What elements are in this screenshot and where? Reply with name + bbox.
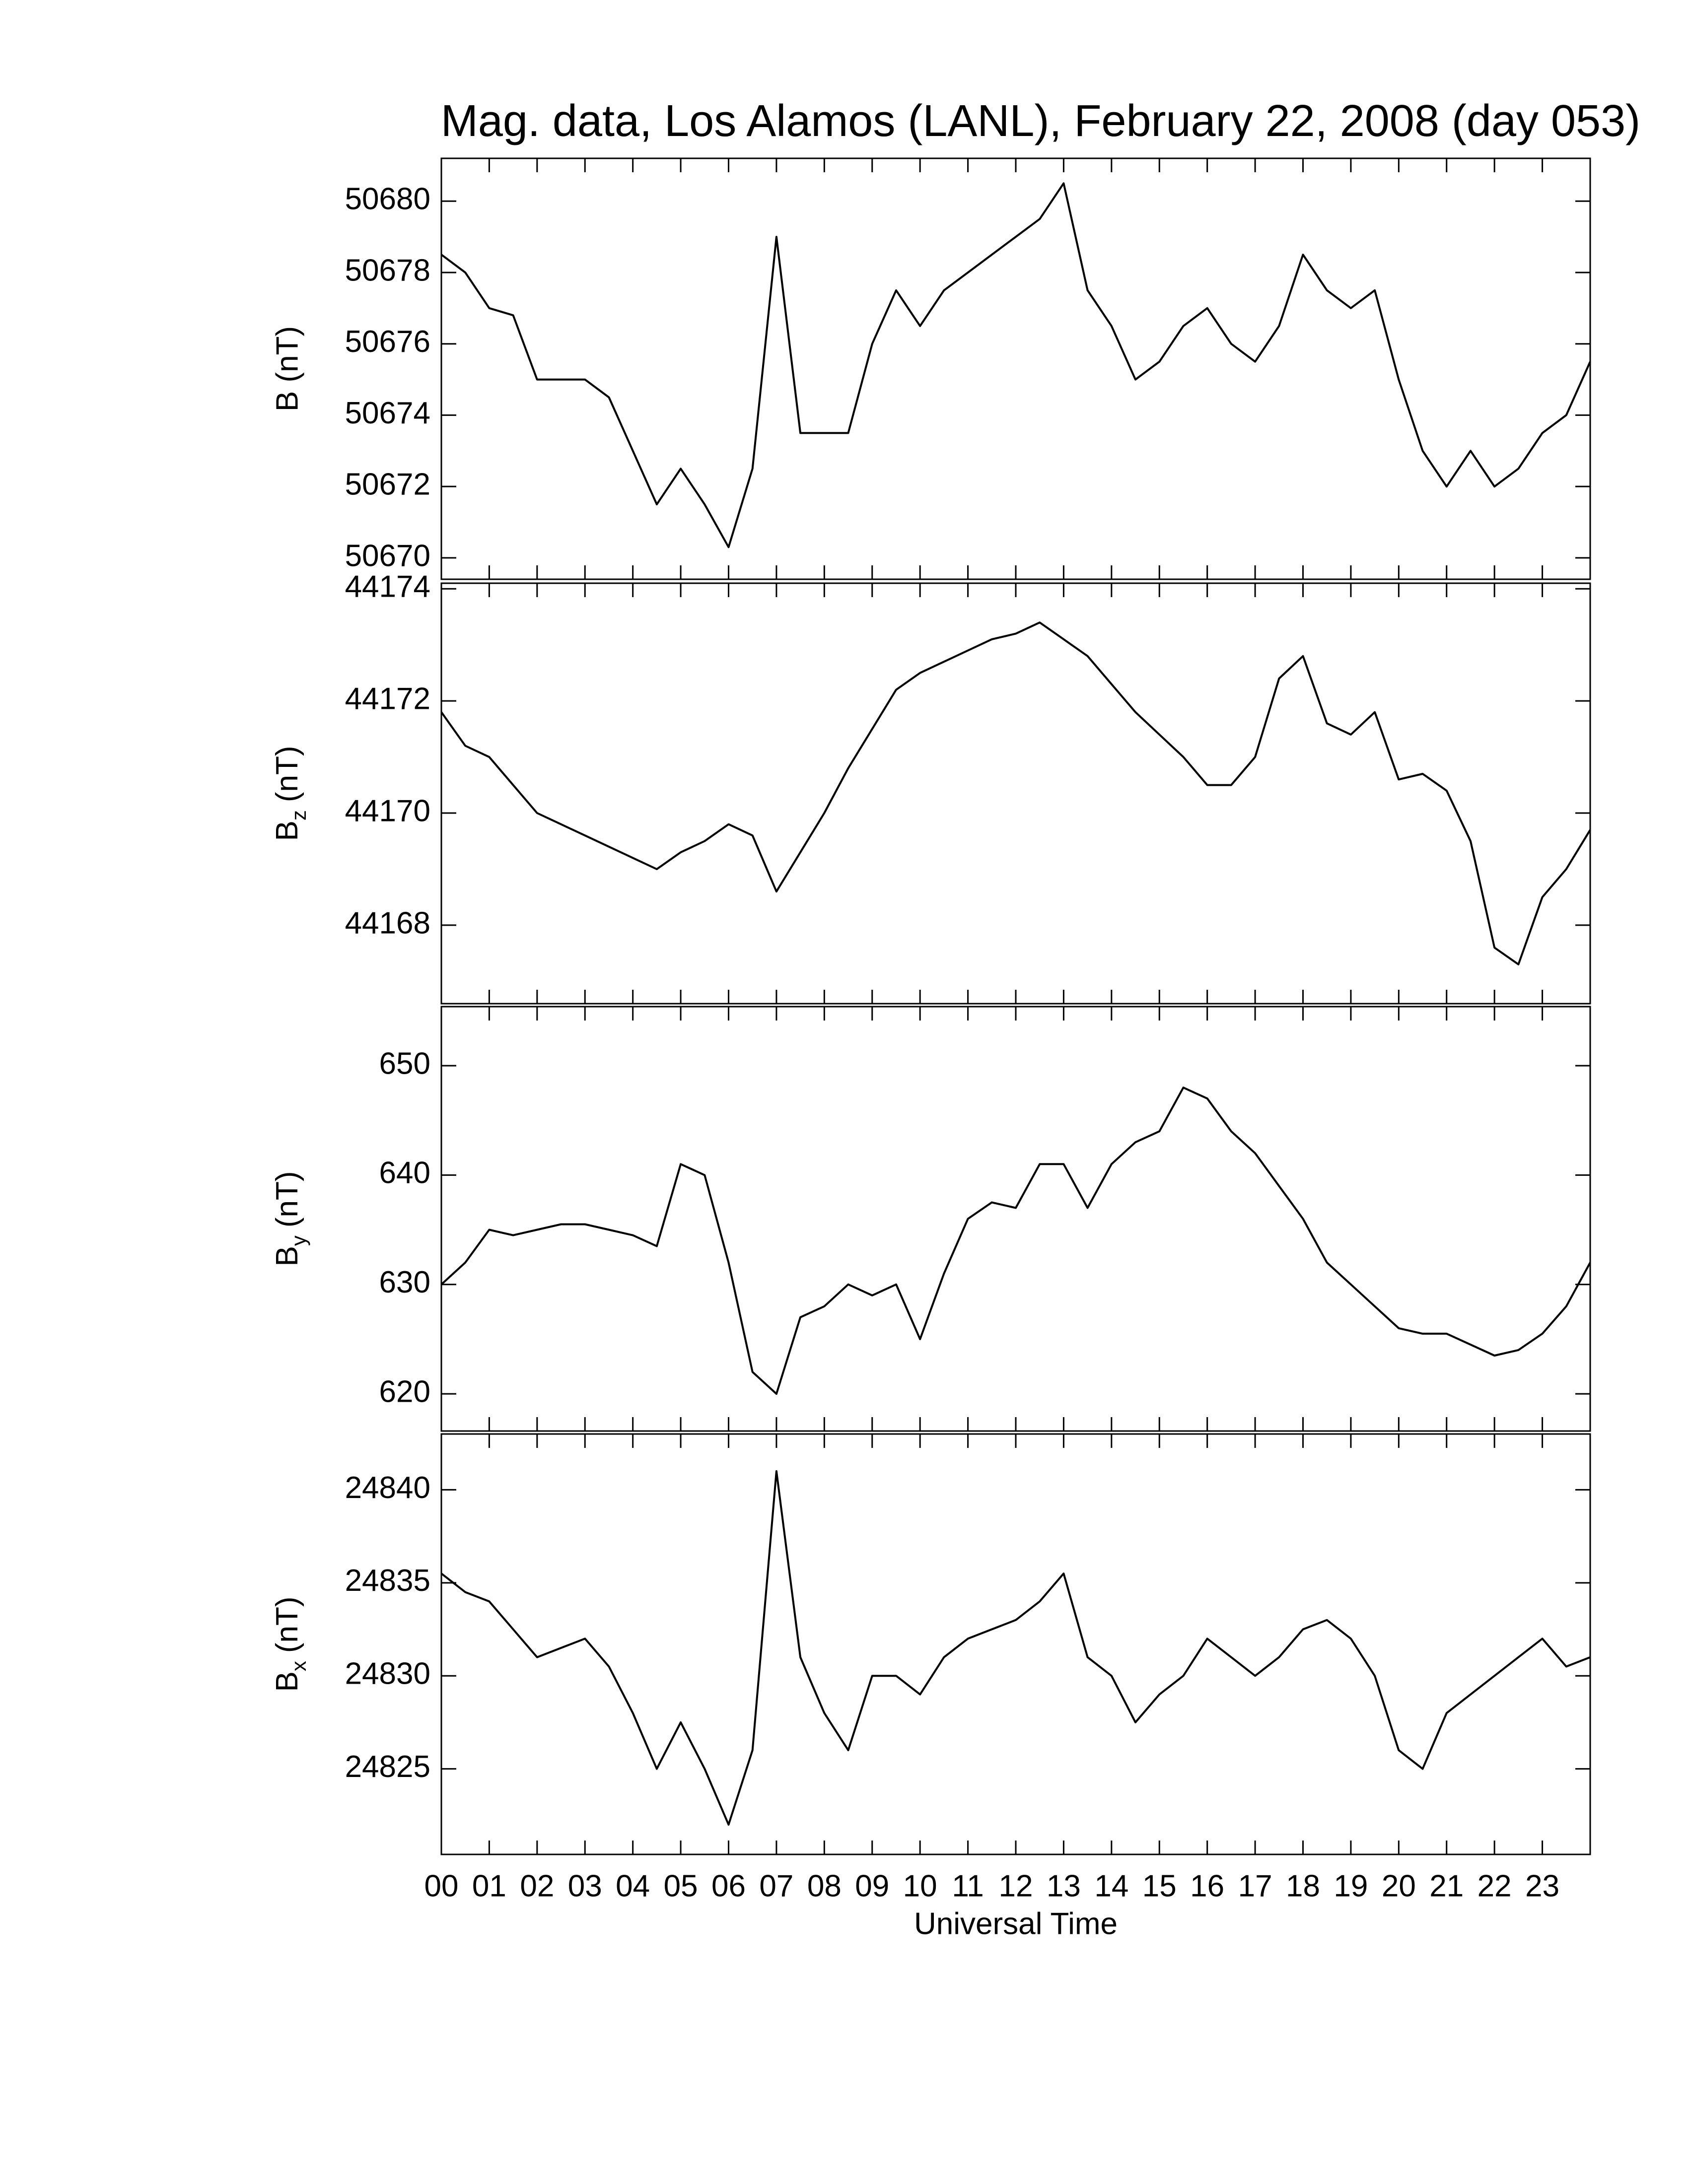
y-axis-label: Bz (nT) xyxy=(270,746,310,841)
x-tick-label: 09 xyxy=(855,1869,889,1903)
x-tick-label: 23 xyxy=(1525,1869,1559,1903)
x-tick-label: 11 xyxy=(952,1869,984,1903)
y-label-base: B xyxy=(270,820,304,841)
x-tick-label: 13 xyxy=(1047,1869,1081,1903)
x-tick-label: 16 xyxy=(1190,1869,1224,1903)
y-tick-label: 44174 xyxy=(345,570,430,604)
x-axis-label: Universal Time xyxy=(914,1907,1118,1941)
y-tick-label: 24830 xyxy=(345,1657,430,1691)
y-axis-label: B (nT) xyxy=(270,326,304,411)
plot-frame xyxy=(440,1006,1591,1432)
plot-frame xyxy=(440,582,1591,1005)
x-tick-label: 17 xyxy=(1238,1869,1272,1903)
y-tick-label: 640 xyxy=(379,1156,430,1190)
y-axis-label: By (nT) xyxy=(270,1171,310,1266)
x-tick-label: 21 xyxy=(1429,1869,1464,1903)
y-label-base: B xyxy=(270,1671,304,1692)
y-tick-label: 44172 xyxy=(345,682,430,716)
chart-title: Mag. data, Los Alamos (LANL), February 2… xyxy=(441,96,1640,146)
y-label-unit: (nT) xyxy=(270,1171,304,1228)
y-label-base: B xyxy=(270,1246,304,1266)
y-label-unit: (nT) xyxy=(270,746,304,802)
x-tick-label: 22 xyxy=(1477,1869,1512,1903)
x-tick-label: 00 xyxy=(424,1869,459,1903)
y-tick-label: 44170 xyxy=(345,794,430,828)
y-tick-label: 50676 xyxy=(345,325,430,359)
x-tick-label: 04 xyxy=(616,1869,650,1903)
y-tick-label: 50680 xyxy=(345,182,430,216)
data-line xyxy=(440,1087,1591,1395)
x-tick-label: 08 xyxy=(807,1869,842,1903)
x-tick-label: 10 xyxy=(903,1869,937,1903)
x-tick-label: 18 xyxy=(1286,1869,1320,1903)
y-label-sub: x xyxy=(287,1661,310,1671)
y-tick-label: 24835 xyxy=(345,1564,430,1598)
x-tick-label: 01 xyxy=(472,1869,506,1903)
y-tick-label: 650 xyxy=(379,1046,430,1081)
x-tick-label: 12 xyxy=(999,1869,1033,1903)
x-tick-label: 15 xyxy=(1142,1869,1177,1903)
x-tick-label: 20 xyxy=(1382,1869,1416,1903)
plot-frame xyxy=(440,157,1591,580)
plot-frame xyxy=(440,1433,1591,1855)
y-axis-label: Bx (nT) xyxy=(270,1596,310,1692)
x-tick-label: 06 xyxy=(711,1869,746,1903)
x-tick-label: 07 xyxy=(759,1869,793,1903)
data-line xyxy=(440,182,1591,548)
y-tick-label: 50678 xyxy=(345,253,430,287)
data-line xyxy=(440,1470,1591,1826)
x-tick-label: 03 xyxy=(568,1869,602,1903)
data-line xyxy=(440,621,1591,965)
y-tick-label: 24840 xyxy=(345,1471,430,1505)
y-tick-label: 50672 xyxy=(345,468,430,502)
y-tick-label: 44168 xyxy=(345,906,430,940)
y-tick-label: 620 xyxy=(379,1374,430,1409)
x-tick-label: 02 xyxy=(520,1869,554,1903)
y-tick-label: 50674 xyxy=(345,396,430,430)
x-tick-label: 14 xyxy=(1094,1869,1128,1903)
x-tick-label: 19 xyxy=(1334,1869,1368,1903)
y-label-sub: y xyxy=(287,1235,310,1246)
y-label-unit: (nT) xyxy=(270,1596,304,1653)
y-tick-label: 630 xyxy=(379,1265,430,1299)
x-tick-label: 05 xyxy=(664,1869,698,1903)
y-tick-label: 24825 xyxy=(345,1750,430,1784)
y-label-sub: z xyxy=(287,810,310,820)
y-tick-label: 50670 xyxy=(345,539,430,573)
